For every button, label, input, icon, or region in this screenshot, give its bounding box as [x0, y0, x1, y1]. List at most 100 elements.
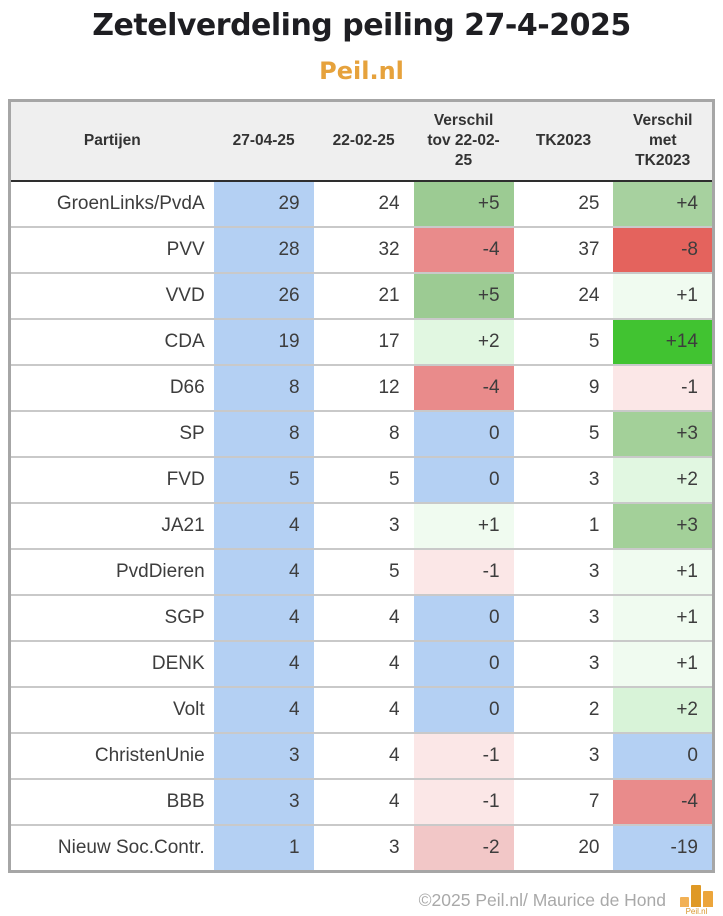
- diff-tk2023-cell: +1: [613, 273, 714, 321]
- bar-chart-icon: [680, 885, 713, 908]
- party-cell: Nieuw Soc.Contr.: [57, 837, 205, 859]
- logo-bar-medium: [703, 891, 713, 908]
- tk2023-cell: 3: [513, 733, 614, 781]
- seats-2202-cell: 4: [313, 687, 414, 735]
- column-header-tk2023: TK2023: [513, 100, 614, 183]
- seats-2704-cell: 19: [213, 319, 314, 367]
- tk2023-cell: 5: [513, 411, 614, 459]
- column-header-verschil-2202: Verschil tov 22-02-25: [413, 100, 514, 183]
- seats-2202-cell: 12: [313, 365, 414, 413]
- seats-2704-cell: 4: [213, 595, 314, 643]
- tk2023-cell: 24: [513, 273, 614, 321]
- seats-2704-cell: 26: [213, 273, 314, 321]
- logo-label: Peil.nl: [685, 907, 708, 916]
- table-row: PvdDieren 4 5 -1 3 +1: [9, 549, 714, 597]
- seats-2704-cell: 28: [213, 227, 314, 275]
- table-row: GroenLinks/PvdA 29 24 +5 25 +4: [9, 181, 714, 229]
- table-row: SGP 4 4 0 3 +1: [9, 595, 714, 643]
- diff-2202-cell: 0: [413, 641, 514, 689]
- brand-subtitle: Peil.nl: [319, 57, 404, 85]
- seats-2202-cell: 4: [313, 779, 414, 827]
- column-header-27-04-25: 27-04-25: [213, 100, 314, 183]
- column-header-partijen: Partijen: [9, 100, 214, 183]
- seats-2704-cell: 4: [213, 641, 314, 689]
- tk2023-cell: 5: [513, 319, 614, 367]
- party-cell: CDA: [9, 319, 214, 367]
- seats-2202-cell: 24: [313, 181, 414, 229]
- party-cell: FVD: [9, 457, 214, 505]
- table-row: JA21 4 3 +1 1 +3: [9, 503, 714, 551]
- table-row: ChristenUnie 3 4 -1 3 0: [9, 733, 714, 781]
- party-cell: VVD: [9, 273, 214, 321]
- party-cell: PVV: [9, 227, 214, 275]
- seats-2704-cell: 8: [213, 411, 314, 459]
- tk2023-cell: 2: [513, 687, 614, 735]
- table-row: CDA 19 17 +2 5 +14: [9, 319, 714, 367]
- diff-2202-cell: -4: [413, 365, 514, 413]
- diff-tk2023-cell: -4: [613, 779, 714, 827]
- tk2023-cell: 7: [513, 779, 614, 827]
- logo-bar-tall: [691, 885, 701, 908]
- seats-2704-cell: 4: [213, 549, 314, 597]
- party-cell: PvdDieren: [9, 549, 214, 597]
- tk2023-cell: 25: [513, 181, 614, 229]
- table-row: DENK 4 4 0 3 +1: [9, 641, 714, 689]
- diff-2202-cell: 0: [413, 411, 514, 459]
- seat-distribution-table: Partijen 27-04-25 22-02-25 Verschil tov …: [8, 99, 715, 874]
- seats-2202-cell: 8: [313, 411, 414, 459]
- diff-tk2023-cell: -8: [613, 227, 714, 275]
- seats-2202-cell: 4: [313, 641, 414, 689]
- diff-2202-cell: +5: [413, 181, 514, 229]
- tk2023-cell: 3: [513, 549, 614, 597]
- diff-tk2023-cell: 0: [613, 733, 714, 781]
- table-row: VVD 26 21 +5 24 +1: [9, 273, 714, 321]
- diff-tk2023-cell: +3: [613, 411, 714, 459]
- diff-2202-cell: -2: [413, 825, 514, 872]
- page-title: Zetelverdeling peiling 27-4-2025: [92, 8, 631, 43]
- seats-2704-cell: 4: [213, 687, 314, 735]
- diff-tk2023-cell: +14: [613, 319, 714, 367]
- seats-2202-cell: 5: [313, 549, 414, 597]
- seats-2704-cell: 29: [213, 181, 314, 229]
- seats-2704-cell: 3: [213, 733, 314, 781]
- diff-2202-cell: -1: [413, 733, 514, 781]
- seats-2704-cell: 5: [213, 457, 314, 505]
- party-cell: D66: [9, 365, 214, 413]
- tk2023-cell: 9: [513, 365, 614, 413]
- copyright-text: ©2025 Peil.nl/ Maurice de Hond: [418, 890, 666, 911]
- diff-tk2023-cell: +1: [613, 595, 714, 643]
- diff-2202-cell: 0: [413, 687, 514, 735]
- seats-2202-cell: 32: [313, 227, 414, 275]
- tk2023-cell: 3: [513, 595, 614, 643]
- seats-2202-cell: 4: [313, 595, 414, 643]
- tk2023-cell: 37: [513, 227, 614, 275]
- seats-2704-cell: 8: [213, 365, 314, 413]
- diff-tk2023-cell: -19: [613, 825, 714, 872]
- table-row: Volt 4 4 0 2 +2: [9, 687, 714, 735]
- diff-tk2023-cell: +1: [613, 641, 714, 689]
- diff-2202-cell: -1: [413, 549, 514, 597]
- seats-2704-cell: 3: [213, 779, 314, 827]
- diff-tk2023-cell: +3: [613, 503, 714, 551]
- seats-2202-cell: 3: [313, 503, 414, 551]
- diff-2202-cell: +2: [413, 319, 514, 367]
- seats-2202-cell: 5: [313, 457, 414, 505]
- diff-2202-cell: -4: [413, 227, 514, 275]
- table-row: D66 8 12 -4 9 -1: [9, 365, 714, 413]
- seats-2202-cell: 4: [313, 733, 414, 781]
- table-row: SP 8 8 0 5 +3: [9, 411, 714, 459]
- diff-tk2023-cell: -1: [613, 365, 714, 413]
- diff-tk2023-cell: +2: [613, 457, 714, 505]
- seats-2202-cell: 17: [313, 319, 414, 367]
- table-row: FVD 5 5 0 3 +2: [9, 457, 714, 505]
- table-body: GroenLinks/PvdA 29 24 +5 25 +4 PVV 28 32 -4 37 -8 VV…: [9, 181, 714, 872]
- logo-bar-small: [680, 897, 689, 908]
- party-cell: JA21: [9, 503, 214, 551]
- table-header: Partijen 27-04-25 22-02-25 Verschil tov …: [9, 100, 714, 183]
- seats-2202-cell: 21: [313, 273, 414, 321]
- diff-2202-cell: 0: [413, 595, 514, 643]
- party-cell: DENK: [9, 641, 214, 689]
- tk2023-cell: 1: [513, 503, 614, 551]
- diff-tk2023-cell: +2: [613, 687, 714, 735]
